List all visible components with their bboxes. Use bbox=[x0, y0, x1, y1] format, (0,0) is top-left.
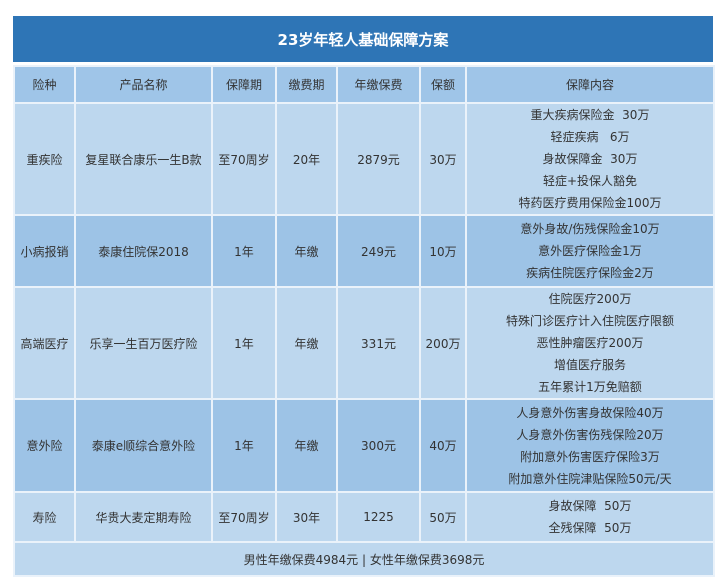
cell-type: 高端医疗 bbox=[13, 286, 76, 400]
header-pay: 缴费期 bbox=[275, 65, 338, 104]
table-title: 23岁年轻人基础保障方案 bbox=[13, 16, 713, 65]
cell-type: 意外险 bbox=[13, 398, 76, 493]
cell-term: 至70周岁 bbox=[211, 491, 277, 543]
cell-product: 泰康住院保2018 bbox=[74, 214, 213, 288]
content-line: 住院医疗200万 bbox=[548, 292, 632, 306]
cell-pay: 30年 bbox=[275, 491, 338, 543]
content-line: 轻症疾病 6万 bbox=[550, 130, 630, 144]
cell-content: 意外身故/伤残保险金10万 意外医疗保险金1万 疾病住院医疗保险金2万 bbox=[465, 214, 715, 288]
header-amount: 保额 bbox=[419, 65, 467, 104]
header-term: 保障期 bbox=[211, 65, 277, 104]
cell-term: 1年 bbox=[211, 286, 277, 400]
content-line: 重大疾病保险金 30万 bbox=[530, 108, 650, 122]
cell-term: 至70周岁 bbox=[211, 102, 277, 216]
content-line: 意外医疗保险金1万 bbox=[538, 244, 642, 258]
cell-premium: 331元 bbox=[336, 286, 421, 400]
cell-amount: 40万 bbox=[419, 398, 467, 493]
cell-pay: 年缴 bbox=[275, 398, 338, 493]
cell-pay: 年缴 bbox=[275, 286, 338, 400]
insurance-plan-table: 23岁年轻人基础保障方案 险种 产品名称 保障期 缴费期 年缴保费 保额 保障内… bbox=[13, 16, 715, 577]
footer-total: 男性年缴保费4984元 | 女性年缴保费3698元 bbox=[13, 541, 715, 577]
cell-product: 泰康e顺综合意外险 bbox=[74, 398, 213, 493]
cell-amount: 50万 bbox=[419, 491, 467, 543]
header-product: 产品名称 bbox=[74, 65, 213, 104]
content-line: 轻症+投保人豁免 bbox=[542, 174, 638, 188]
cell-amount: 10万 bbox=[419, 214, 467, 288]
content-line: 人身意外伤害伤残保险20万 bbox=[516, 427, 664, 442]
table-row: 意外险 泰康e顺综合意外险 1年 年缴 300元 40万 人身意外伤害身故保险40万 人身意外… bbox=[13, 398, 715, 493]
table-row: 寿险 华贵大麦定期寿险 至70周岁 30年 1225 50万 身故保障 50万 全残保障 50… bbox=[13, 491, 715, 543]
cell-product: 复星联合康乐一生B款 bbox=[74, 102, 213, 216]
content-line: 附加意外伤害医疗保险3万 bbox=[520, 449, 660, 464]
content-line: 特药医疗费用保险金100万 bbox=[518, 196, 662, 210]
cell-type: 寿险 bbox=[13, 491, 76, 543]
content-line: 恶性肿瘤医疗200万 bbox=[536, 336, 644, 350]
content-line: 特殊门诊医疗计入住院医疗限额 bbox=[505, 314, 674, 328]
header-premium: 年缴保费 bbox=[336, 65, 421, 104]
cell-pay: 20年 bbox=[275, 102, 338, 216]
cell-premium: 2879元 bbox=[336, 102, 421, 216]
cell-content: 重大疾病保险金 30万 轻症疾病 6万 身故保障金 30万 轻症+投保人豁免特药医疗费… bbox=[465, 102, 715, 216]
cell-amount: 30万 bbox=[419, 102, 467, 216]
table-row: 高端医疗 乐享一生百万医疗险 1年 年缴 331元 200万 住院医疗200万 特殊门诊医疗计… bbox=[13, 286, 715, 400]
cell-premium: 249元 bbox=[336, 214, 421, 288]
cell-content: 身故保障 50万 全残保障 50万 bbox=[465, 491, 715, 543]
header-content: 保障内容 bbox=[465, 65, 715, 104]
cell-content: 人身意外伤害身故保险40万 人身意外伤害伤残保险20万 附加意外伤害医疗保险3万 附加… bbox=[465, 398, 715, 493]
content-line: 五年累计1万免赔额 bbox=[538, 380, 642, 394]
cell-content: 住院医疗200万特殊门诊医疗计入住院医疗限额 恶性肿瘤医疗200万 增值医疗服务五年… bbox=[465, 286, 715, 400]
table-row: 小病报销 泰康住院保2018 1年 年缴 249元 10万 意外身故/伤残保险金10万 意外医… bbox=[13, 214, 715, 288]
cell-amount: 200万 bbox=[419, 286, 467, 400]
content-line: 疾病住院医疗保险金2万 bbox=[526, 266, 654, 280]
content-line: 人身意外伤害身故保险40万 bbox=[516, 405, 664, 420]
cell-type: 小病报销 bbox=[13, 214, 76, 288]
table-row: 重疾险 复星联合康乐一生B款 至70周岁 20年 2879元 30万 重大疾病保险金 30万… bbox=[13, 102, 715, 216]
content-line: 身故保障金 30万 bbox=[542, 152, 638, 166]
content-line: 增值医疗服务 bbox=[553, 358, 626, 372]
content-line: 身故保障 50万 bbox=[548, 499, 632, 513]
cell-premium: 1225 bbox=[336, 491, 421, 543]
content-line: 附加意外住院津贴保险50元/天 bbox=[508, 471, 672, 486]
cell-premium: 300元 bbox=[336, 398, 421, 493]
header-row: 险种 产品名称 保障期 缴费期 年缴保费 保额 保障内容 bbox=[13, 65, 715, 104]
content-line: 全残保障 50万 bbox=[548, 521, 632, 535]
header-type: 险种 bbox=[13, 65, 76, 104]
cell-term: 1年 bbox=[211, 214, 277, 288]
cell-type: 重疾险 bbox=[13, 102, 76, 216]
cell-pay: 年缴 bbox=[275, 214, 338, 288]
cell-product: 华贵大麦定期寿险 bbox=[74, 491, 213, 543]
cell-product: 乐享一生百万医疗险 bbox=[74, 286, 213, 400]
cell-term: 1年 bbox=[211, 398, 277, 493]
content-line: 意外身故/伤残保险金10万 bbox=[520, 222, 660, 236]
